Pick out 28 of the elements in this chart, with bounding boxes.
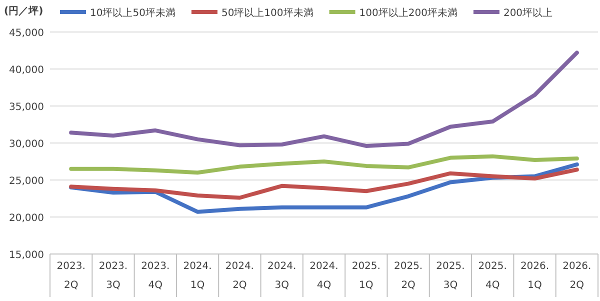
x-tick-label: 2025. 2Q [394,261,423,291]
x-tick-label: 2023. 3Q [98,261,128,291]
y-tick-label: 15,000 [9,250,44,261]
x-tick-label: 2025. 4Q [478,261,507,291]
legend-label: 200坪以上 [503,7,553,19]
y-tick-label: 25,000 [9,176,44,187]
y-tick-label: 45,000 [9,28,44,39]
y-tick-label: 40,000 [9,65,44,76]
x-tick-label: 2024. 4Q [310,261,338,291]
x-tick-label: 2025. 3Q [436,261,465,291]
y-tick-label: 20,000 [9,213,44,224]
x-tick-label: 2024. 3Q [268,261,296,291]
x-tick-label: 2026. 2Q [562,261,592,291]
line-series [69,168,579,200]
y-axis-title: (円／坪) [4,5,44,17]
x-tick-label: 2025. 1Q [352,261,380,291]
line-series [69,50,579,148]
x-tick-label: 2026. 1Q [520,261,550,291]
x-tick-label: 2024. 2Q [225,261,254,291]
y-tick-label: 30,000 [9,139,44,150]
x-tick-label: 2024. 1Q [183,261,212,291]
x-tick-label: 2023. 4Q [141,261,170,291]
line-series [69,154,579,175]
legend-label: 50坪以上100坪未満 [221,7,314,19]
x-tick-label: 2023. 2Q [56,261,86,291]
legend-label: 100坪以上200坪未満 [359,7,458,19]
y-tick-label: 35,000 [9,102,44,113]
legend-label: 10坪以上50坪未満 [90,7,176,19]
